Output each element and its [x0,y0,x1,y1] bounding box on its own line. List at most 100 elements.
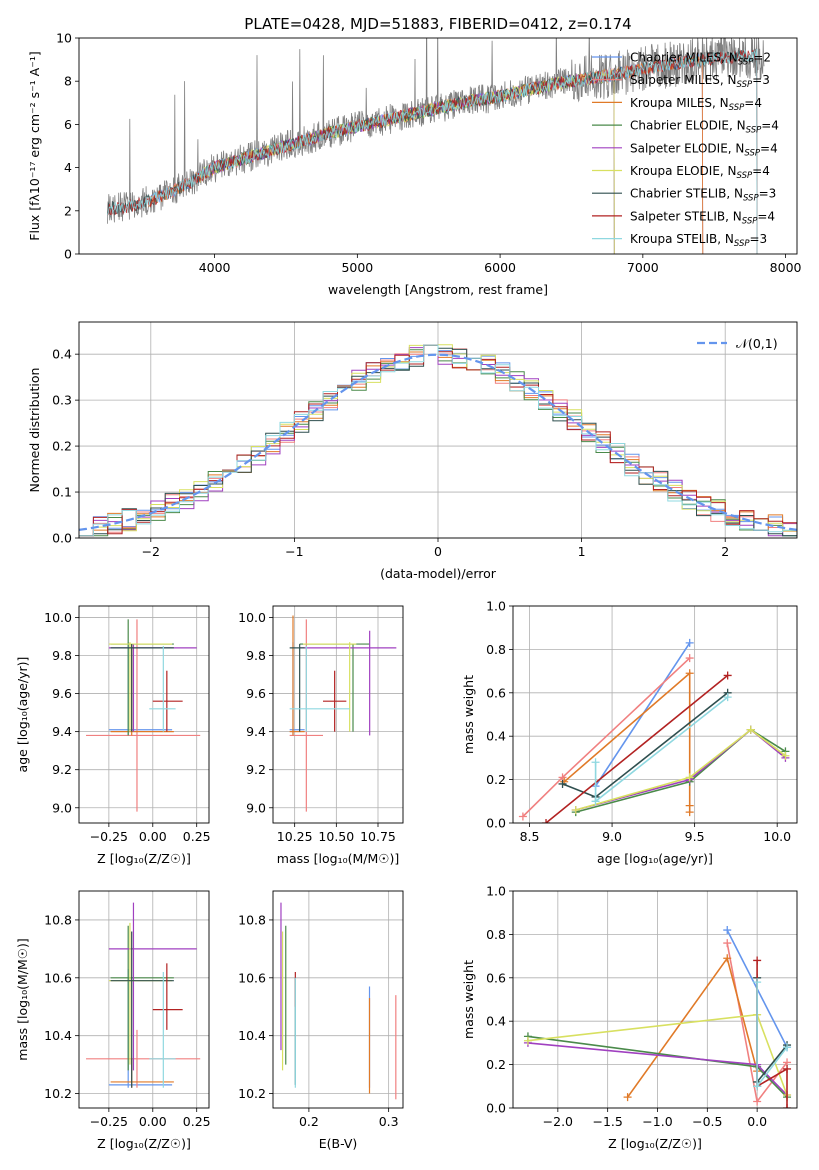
plot-area-residuals [79,344,797,538]
axes-mass_vs_ebv: 0.2 0.3 10.2 10.4 10.6 10.8 E(B-V) [238,890,404,1151]
weight-point-marker [723,693,732,702]
y-axis-label: age [log₁₀(age/yr)] [15,657,30,773]
legend-nssp: =4 [752,164,770,178]
legend-label: Salpeter MILES, NSSP=3 [630,73,770,90]
legend-subscript: SSP [734,239,750,249]
legend-label: Salpeter STELIB, NSSP=4 [630,209,775,226]
plot-area-mass_vs_Z [86,902,201,1088]
y-tick-label: 0.0 [486,1101,506,1116]
weight-point-marker [723,671,732,680]
legend-label: Kroupa ELODIE, NSSP=4 [630,164,770,181]
axes-spectrum: 4000 5000 6000 7000 8000 0 2 4 6 8 10 wavelength [A… [27,31,802,298]
x-tick-label: −0.25 [90,1114,128,1129]
x-axis-label: Z [log₁₀(Z/Z☉)] [97,1136,191,1151]
y-tick-label: 0.6 [486,685,506,700]
weight-point-marker [685,638,694,647]
weight-point-marker [685,808,694,817]
axes-frame [78,890,210,1109]
y-tick-label: 0.3 [52,393,72,408]
legend-label-text: Kroupa ELODIE, N [630,164,737,178]
legend-nssp: =3 [750,232,768,246]
legend-subscript: SSP [737,80,753,90]
model-spectrum-line [107,49,758,254]
plot-area-mass_vs_ebv [280,902,397,1100]
legend-label-text: Kroupa MILES, N [630,96,729,110]
y-tick-label: 9.8 [246,648,266,663]
legend-label: Kroupa STELIB, NSSP=3 [630,232,767,249]
weight-point-marker [753,956,762,965]
y-tick-label: 9.2 [52,762,72,777]
x-tick-label: −2 [142,544,160,559]
weight-point-marker [685,654,694,663]
y-tick-label: 0.4 [52,347,72,362]
y-tick-label: 10.2 [44,1086,72,1101]
legend-label-text: Kroupa STELIB, N [630,232,734,246]
weight-point-marker [518,812,527,821]
legend-nssp: =2 [753,51,771,65]
y-tick-label: 10.4 [44,1028,72,1043]
y-tick-label: 0.2 [486,1057,506,1072]
y-tick-label: 2 [64,203,72,218]
legend-label-text: Salpeter STELIB, N [630,209,742,223]
axes-mass_vs_Z: −0.25 0.00 0.25 10.2 10.4 10.6 10.8 Z [log₁₀(Z/… [15,890,211,1151]
weight-point-marker [746,725,755,734]
x-tick-label: 1 [578,544,586,559]
x-tick-label: −0.25 [90,829,128,844]
y-tick-label: 1.0 [486,884,506,899]
x-axis-label: mass [log₁₀(M/M☉)] [277,851,399,866]
y-tick-label: 10.0 [44,610,72,625]
x-axis-label: (data-model)/error [380,566,497,581]
y-axis-label: mass [log₁₀(M/M☉)] [15,938,30,1060]
weight-series-line [575,728,786,811]
x-tick-label: 5000 [341,260,373,275]
x-tick-label: −0.5 [692,1114,722,1129]
x-tick-label: 0.3 [379,1114,399,1129]
weight-series-line [575,728,786,813]
y-tick-label: 1.0 [486,599,506,614]
model-spectrum-line [148,52,704,254]
legend-label: Kroupa MILES, NSSP=4 [630,96,762,113]
normal-reference-curve [79,353,797,531]
y-tick-label: 0.8 [486,642,506,657]
legend-label: Chabrier STELIB, NSSP=3 [630,187,776,204]
y-tick-label: 10.0 [238,610,266,625]
y-tick-label: 0.6 [486,970,506,985]
y-tick-label: 0.4 [486,1014,506,1029]
legend-label-text: Chabrier MILES, N [630,51,738,65]
x-tick-label: 0.25 [183,829,211,844]
axes-frame [78,37,798,255]
plot-area-age_vs_mass [289,615,397,812]
axes-age_vs_Z: −0.25 0.00 0.25 9.0 9.2 9.4 9.6 9.8 10.0 Z [log₁₀… [15,605,211,866]
weight-point-marker [753,1082,762,1091]
legend-label: Salpeter ELODIE, NSSP=4 [630,141,778,158]
weight-point-marker [591,797,600,806]
weight-point-marker [723,926,732,935]
x-tick-label: 10.75 [360,829,396,844]
x-tick-label: 8.5 [520,829,540,844]
x-tick-label: 8000 [770,260,802,275]
weight-point-marker [623,1093,632,1102]
y-tick-label: 9.4 [52,724,72,739]
y-tick-label: 9.6 [246,686,266,701]
weight-point-marker [781,751,790,760]
legend-subscript: SSP [737,171,753,181]
y-tick-label: 10.6 [44,970,72,985]
x-tick-label: −1.0 [642,1114,672,1129]
x-axis-label: Z [log₁₀(Z/Z☉)] [608,1136,702,1151]
x-tick-label: −2.0 [543,1114,573,1129]
y-axis-label: mass weight [461,675,476,754]
legend-subscript: SSP [746,126,762,136]
x-tick-label: 2 [721,544,729,559]
legend-subscript: SSP [729,103,745,113]
model-spectrum-line [148,55,704,254]
x-tick-label: 4000 [199,260,231,275]
plot-area-weight_vs_Z [523,926,792,1108]
x-tick-label: 7000 [627,260,659,275]
x-tick-label: 9.0 [602,829,622,844]
weight-point-marker [783,1064,792,1073]
legend-subscript: SSP [738,58,754,68]
weight-point-marker [753,978,762,987]
x-tick-label: 10.25 [277,829,313,844]
axes-residuals: −2 −1 0 1 2 0.0 0.1 0.2 0.3 0.4 (data-model)/error… [27,321,798,581]
plot-area-age_vs_Z [86,619,201,812]
